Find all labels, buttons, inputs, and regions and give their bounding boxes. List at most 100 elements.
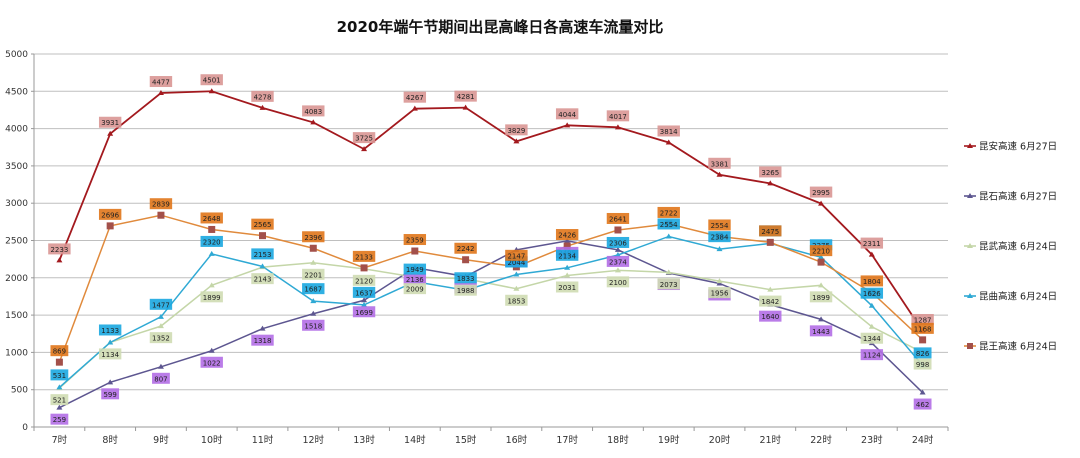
data-label: 2136	[406, 276, 424, 284]
y-tick-label: 1000	[5, 348, 28, 358]
data-label: 599	[103, 391, 116, 399]
y-tick-label: 500	[11, 386, 28, 396]
data-label-bg	[302, 105, 325, 117]
data-label: 2722	[660, 209, 678, 217]
data-point	[462, 256, 470, 264]
data-label-bg	[860, 275, 884, 287]
data-label-bg	[606, 212, 630, 224]
data-label: 2696	[101, 211, 119, 219]
data-label-bg	[606, 255, 630, 267]
data-label: 1899	[812, 294, 830, 302]
data-label: 1804	[863, 278, 881, 286]
data-point	[919, 389, 926, 395]
data-label-bg	[860, 287, 884, 299]
data-point	[614, 267, 621, 273]
data-label-bg	[352, 132, 376, 144]
data-label-bg	[403, 283, 427, 295]
data-label: 2565	[254, 221, 272, 229]
legend-marker	[967, 143, 973, 148]
data-label: 2153	[254, 251, 272, 259]
data-label: 1518	[304, 322, 322, 330]
x-tick-label: 10时	[201, 434, 223, 446]
x-tick-label: 23时	[861, 434, 883, 446]
data-label: 2134	[558, 252, 576, 260]
x-tick-label: 7时	[52, 434, 68, 446]
data-label: 2374	[609, 258, 627, 266]
data-label-bg	[98, 348, 122, 360]
data-label-bg	[860, 237, 884, 249]
data-label-bg	[505, 124, 528, 136]
data-label-bg	[149, 198, 173, 210]
data-point	[411, 247, 419, 255]
legend-label: 昆石高速 6月27日	[979, 191, 1057, 203]
data-label: 2554	[711, 222, 729, 230]
data-label-bg	[505, 256, 528, 268]
data-label-bg	[809, 239, 833, 251]
data-point	[361, 146, 368, 152]
x-tick-label: 17时	[556, 434, 578, 446]
y-tick-label: 0	[22, 423, 28, 433]
y-tick-label: 5000	[5, 50, 28, 60]
data-point	[614, 124, 621, 130]
data-point	[614, 226, 622, 234]
data-point	[310, 259, 317, 265]
data-label-bg	[98, 208, 122, 220]
data-point	[157, 90, 164, 96]
data-label: 2073	[660, 281, 678, 289]
data-label-bg	[251, 218, 274, 230]
data-label: 1287	[914, 316, 932, 324]
data-point	[665, 269, 672, 275]
data-point	[868, 323, 875, 329]
data-point	[818, 254, 825, 260]
data-label: 998	[916, 361, 929, 369]
data-label: 1949	[406, 266, 424, 274]
data-point	[56, 404, 63, 410]
data-label: 3829	[507, 127, 525, 135]
data-point	[208, 88, 215, 94]
data-point	[208, 282, 215, 288]
data-label-bg	[913, 358, 932, 370]
data-label-bg	[606, 110, 630, 122]
data-label: 1626	[863, 290, 881, 298]
data-point	[614, 246, 621, 252]
x-tick-label: 24时	[912, 434, 934, 446]
data-point	[513, 138, 520, 144]
data-label: 1956	[711, 290, 729, 298]
data-label-bg	[555, 229, 579, 241]
x-tick-label: 16时	[506, 434, 528, 446]
data-label-bg	[911, 322, 934, 334]
data-label: 4501	[203, 77, 221, 85]
data-label: 1022	[203, 359, 221, 367]
data-label: 3814	[660, 128, 678, 136]
data-label-bg	[809, 291, 833, 303]
data-label: 4278	[254, 93, 272, 101]
data-label: 1134	[101, 351, 119, 359]
data-label: 1637	[355, 289, 373, 297]
data-label: 4017	[609, 113, 627, 121]
data-label-bg	[505, 294, 528, 306]
data-label-bg	[403, 234, 427, 246]
data-label: 2426	[558, 232, 576, 240]
data-point	[107, 379, 114, 385]
data-point	[564, 264, 571, 270]
data-label-bg	[759, 295, 782, 307]
x-tick-label: 14时	[404, 434, 426, 446]
data-label: 2120	[355, 277, 373, 285]
data-label: 2009	[406, 286, 424, 294]
y-tick-label: 4000	[5, 125, 28, 135]
data-label-bg	[759, 225, 782, 237]
data-label: 3931	[101, 119, 119, 127]
data-point	[55, 358, 63, 366]
data-label: 1443	[812, 328, 830, 336]
data-label-bg	[200, 291, 223, 303]
data-point	[157, 363, 164, 369]
data-point	[614, 251, 621, 257]
x-tick-label: 20时	[709, 434, 731, 446]
data-label-bg	[149, 298, 173, 310]
data-label: 3725	[355, 135, 373, 143]
data-label-bg	[98, 324, 122, 336]
data-label-bg	[302, 283, 325, 295]
data-label: 259	[53, 416, 66, 424]
legend-label: 昆王高速 6月24日	[979, 341, 1057, 353]
data-label: 462	[916, 401, 929, 409]
